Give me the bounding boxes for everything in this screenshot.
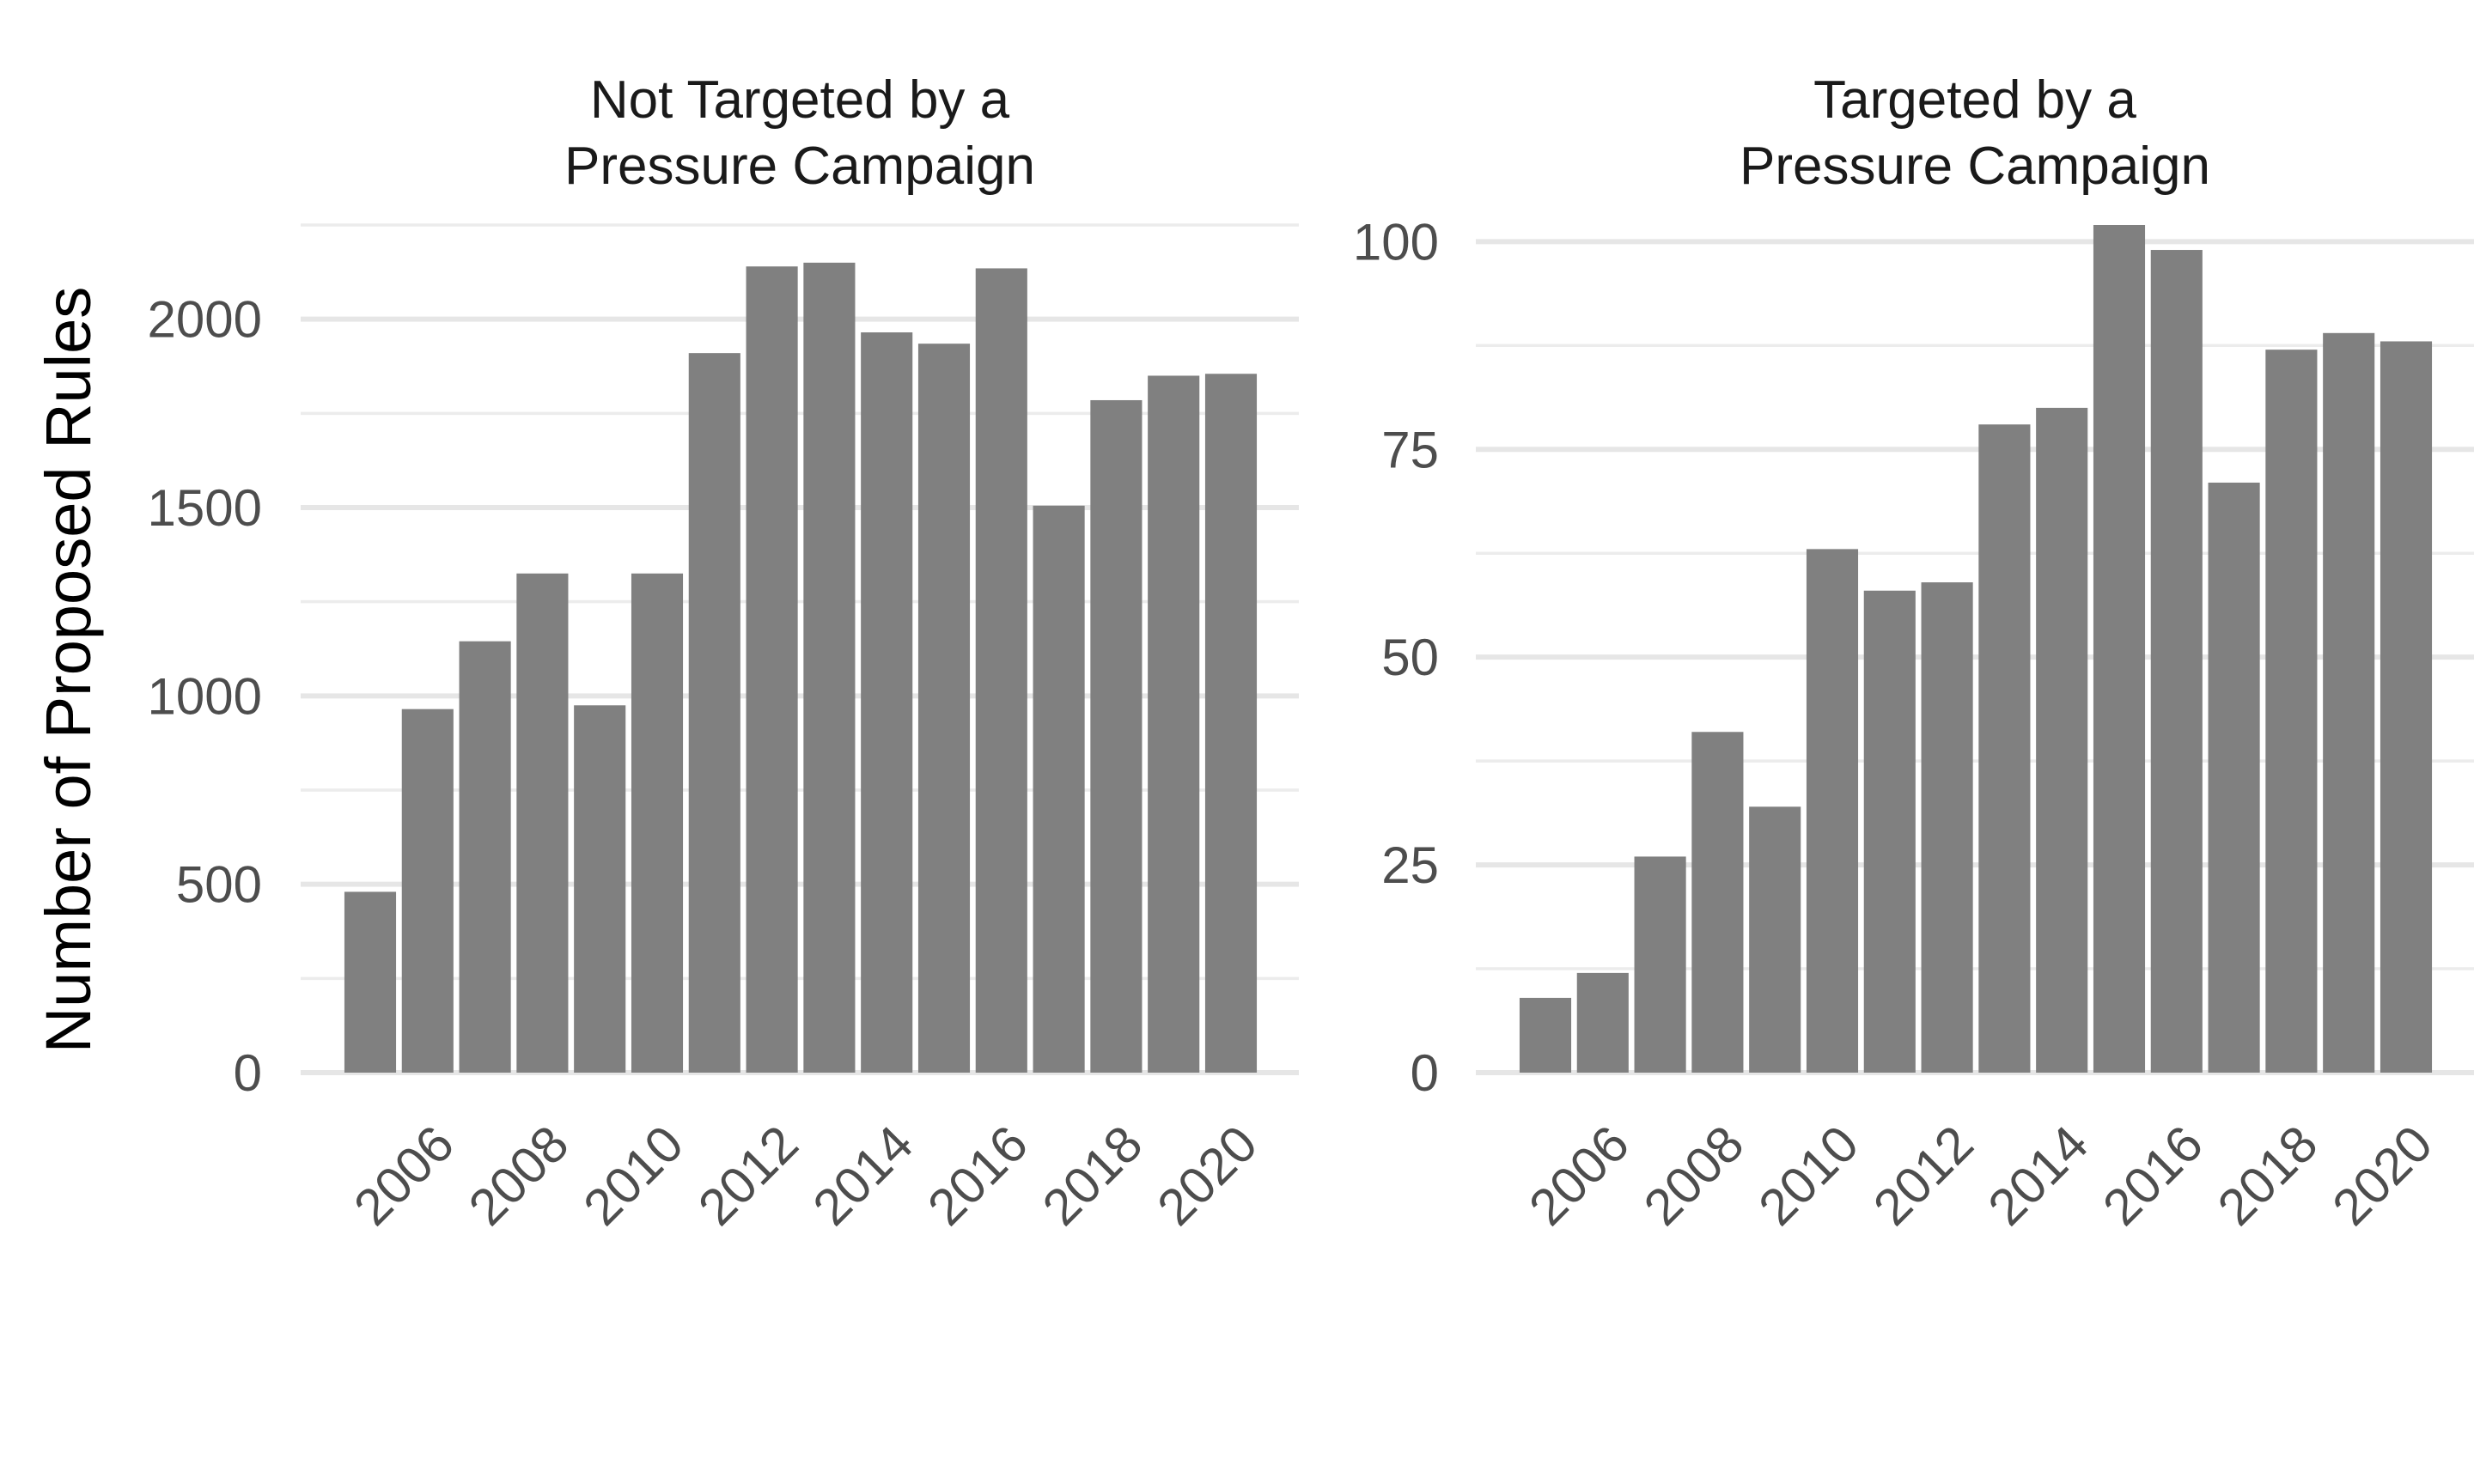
- bar-2008: [516, 573, 569, 1073]
- bar-2012: [1921, 582, 1973, 1073]
- bar-2010: [631, 573, 684, 1073]
- y-axis-label: Number of Proposed Rules: [33, 287, 104, 1054]
- panel-title-line: Not Targeted by a: [590, 70, 1010, 130]
- y-tick-label: 500: [176, 856, 262, 914]
- y-tick-label: 0: [1411, 1044, 1439, 1102]
- bar-2007: [1634, 856, 1686, 1073]
- y-tick-label: 75: [1381, 421, 1439, 478]
- bar-2017: [1033, 505, 1085, 1073]
- bar-2009: [1749, 806, 1801, 1073]
- panel-targeted: 0255075100200620082010201220142016201820…: [1353, 70, 2474, 1237]
- y-tick-label: 1000: [148, 667, 262, 725]
- bar-2013: [803, 262, 856, 1073]
- bar-2012: [746, 266, 798, 1073]
- bar-2016: [2150, 250, 2203, 1073]
- y-tick-label: 0: [234, 1044, 262, 1102]
- panel-title-line: Pressure Campaign: [1740, 137, 2210, 196]
- bar-2014: [2036, 407, 2088, 1073]
- bar-2006: [401, 709, 454, 1073]
- bar-2013: [1978, 424, 2031, 1073]
- y-tick-label: 50: [1381, 629, 1439, 686]
- y-tick-label: 1500: [148, 479, 262, 537]
- bar-2008: [1691, 732, 1744, 1073]
- bar-2006: [1576, 972, 1629, 1073]
- y-tick-label: 100: [1353, 213, 1439, 271]
- bar-2011: [1863, 590, 1916, 1073]
- panel-title-line: Pressure Campaign: [564, 137, 1035, 196]
- bar-2005: [1519, 997, 1572, 1073]
- bar-2007: [459, 641, 511, 1073]
- bar-2020: [1204, 374, 1258, 1073]
- bar-2011: [688, 353, 740, 1073]
- panel-title-line: Targeted by a: [1813, 70, 2136, 130]
- bar-2005: [344, 891, 397, 1073]
- bar-2020: [2380, 341, 2433, 1073]
- bar-2014: [861, 332, 913, 1073]
- bar-2015: [2093, 225, 2146, 1073]
- bar-2010: [1806, 549, 1859, 1073]
- bar-2019: [2323, 332, 2375, 1073]
- bar-2016: [975, 268, 1027, 1073]
- bar-2017: [2208, 482, 2260, 1073]
- bar-2018: [1090, 399, 1143, 1073]
- bar-2018: [2265, 350, 2318, 1073]
- y-tick-label: 25: [1381, 836, 1439, 894]
- bar-2015: [917, 344, 971, 1073]
- y-tick-label: 2000: [148, 291, 262, 349]
- bar-2019: [1148, 375, 1200, 1073]
- panel-not-targeted: 0500100015002000200620082010201220142016…: [148, 70, 1299, 1237]
- bar-2009: [574, 705, 626, 1073]
